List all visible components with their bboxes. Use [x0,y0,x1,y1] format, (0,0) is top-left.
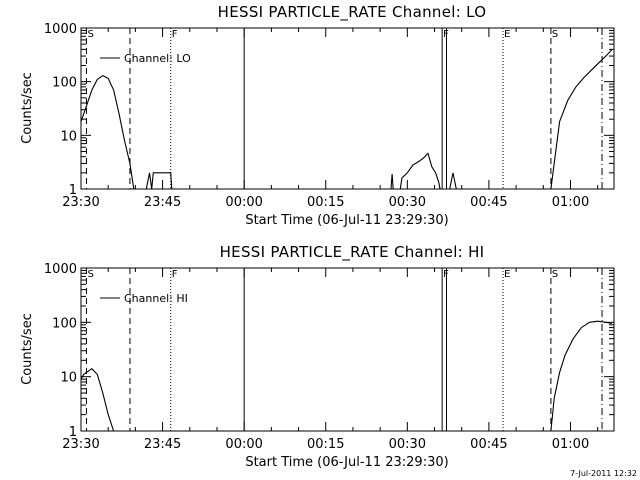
chart-title: HESSI PARTICLE_RATE Channel: HI [220,243,485,262]
x-tick-label: 01:00 [552,437,589,452]
y-tick-label: 1000 [44,22,77,37]
x-tick-label: 23:30 [62,195,99,210]
event-markers: SFFES [85,268,603,431]
chart-title: HESSI PARTICLE_RATE Channel: LO [218,3,487,22]
x-tick-label: 00:30 [389,195,426,210]
x-tick-label: 00:15 [307,195,344,210]
x-tick-label: 00:45 [470,195,507,210]
x-tick-label: 23:45 [144,437,181,452]
series-line [449,172,457,190]
plot-frame [80,27,615,190]
event-marker-label: E [504,269,510,280]
event-marker-label: S [552,269,558,280]
y-tick-label: 10 [60,371,77,386]
event-marker-label: S [552,29,558,40]
y-axis-label: Counts/sec [20,72,35,144]
x-tick-label: 00:00 [225,437,262,452]
event-marker-label: F [172,269,178,280]
event-marker-label: S [87,269,93,280]
event-marker-label: S [87,29,93,40]
x-axis-label: Start Time (06-Jul-11 23:29:30) [245,455,448,470]
event-marker-label: F [172,29,178,40]
series-line [390,173,394,190]
x-axis-label: Start Time (06-Jul-11 23:29:30) [245,213,448,228]
plot-frame [80,267,615,432]
x-tick-label: 23:30 [62,437,99,452]
y-tick-label: 10 [60,129,77,144]
series-line [80,367,115,432]
data-series [80,320,612,432]
series-line [399,152,441,190]
x-tick-label: 00:00 [225,195,262,210]
legend-label: Channel: HI [124,292,188,305]
x-tick-label: 00:30 [389,437,426,452]
legend-label: Channel: LO [124,52,191,65]
hi-channel-panel: HESSI PARTICLE_RATE Channel: HI 23:30 23:… [20,243,615,470]
x-tick-label: 00:15 [307,437,344,452]
y-tick-label: 100 [52,76,77,91]
y-tick-label: 100 [52,316,77,331]
event-markers: SFFES [85,28,603,189]
series-line [145,172,173,190]
generation-timestamp: 7-Jul-2011 12:32 [570,469,637,478]
y-axis: 1 10 100 1000 [44,22,614,198]
x-tick-label: 23:45 [144,195,181,210]
y-tick-label: 1 [69,183,77,198]
legend: Channel: HI [100,292,188,305]
legend: Channel: LO [100,52,191,65]
x-axis: 23:30 23:45 00:00 00:15 00:30 00:45 01:00 [62,268,599,452]
series-line [550,320,612,432]
event-marker-label: E [504,29,510,40]
data-series [80,49,613,190]
y-axis: 1 10 100 1000 [44,262,614,440]
x-axis: 23:30 23:45 00:00 00:15 00:30 00:45 01:00 [62,28,599,210]
y-tick-label: 1 [69,425,77,440]
series-line [550,49,613,190]
y-tick-label: 1000 [44,262,77,277]
x-tick-label: 00:45 [470,437,507,452]
lo-channel-panel: HESSI PARTICLE_RATE Channel: LO 23:30 23:… [20,3,615,228]
y-axis-label: Counts/sec [20,313,35,385]
x-tick-label: 01:00 [552,195,589,210]
series-line [80,74,135,190]
